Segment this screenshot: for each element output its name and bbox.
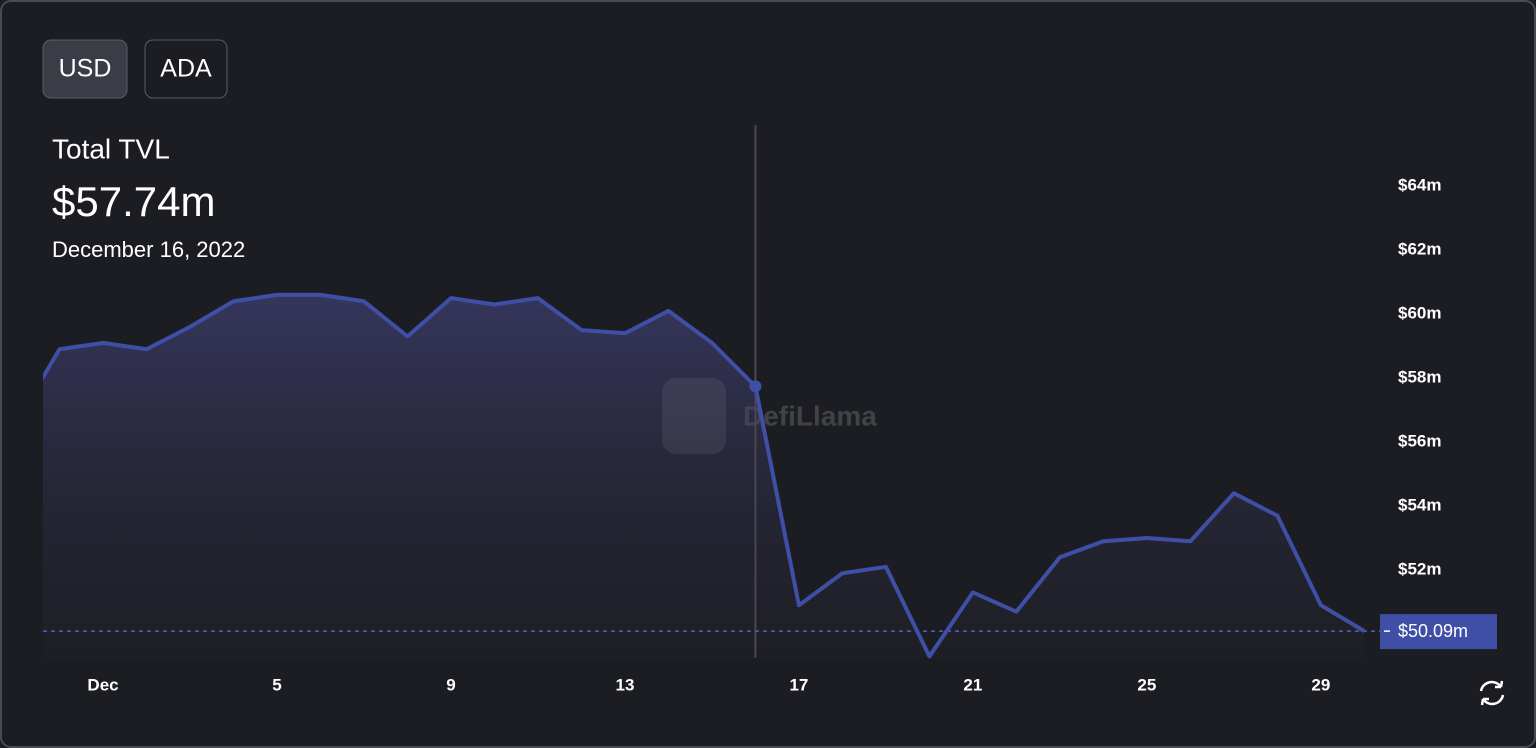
refresh-icon[interactable]: [1479, 680, 1505, 706]
x-tick-label: 21: [963, 675, 982, 694]
area-fill: [43, 294, 1365, 658]
x-tick-label: 13: [615, 675, 634, 694]
y-tick-label: $64m: [1398, 176, 1441, 195]
chart-title: Total TVL: [52, 133, 170, 164]
usd-button-label[interactable]: USD: [59, 55, 112, 83]
last-value-box: [1380, 614, 1497, 650]
tvl-line: [43, 292, 1366, 659]
tooltip-date: December 16, 2022: [52, 237, 245, 262]
x-tick-label: 29: [1311, 675, 1330, 694]
last-value-label: $50.09m: [1398, 621, 1468, 641]
y-tick-label: $58m: [1398, 368, 1441, 387]
tooltip-value: $57.74m: [52, 178, 215, 225]
y-tick-label: $56m: [1398, 432, 1441, 451]
x-tick-label: 5: [272, 675, 281, 694]
x-tick-label: Dec: [87, 675, 118, 694]
usd-button[interactable]: [42, 39, 128, 99]
y-tick-label: $62m: [1398, 240, 1441, 259]
x-tick-label: 9: [446, 675, 455, 694]
y-tick-label: $52m: [1398, 560, 1441, 579]
x-tick-label: 17: [789, 675, 808, 694]
y-tick-label: $54m: [1398, 496, 1441, 515]
ada-button[interactable]: [144, 39, 228, 99]
plot: [43, 125, 1380, 659]
tooltip-point: [749, 380, 762, 393]
ada-button-label[interactable]: ADA: [160, 55, 212, 83]
x-tick-label: 25: [1137, 675, 1156, 694]
y-tick-label: $60m: [1398, 304, 1441, 323]
